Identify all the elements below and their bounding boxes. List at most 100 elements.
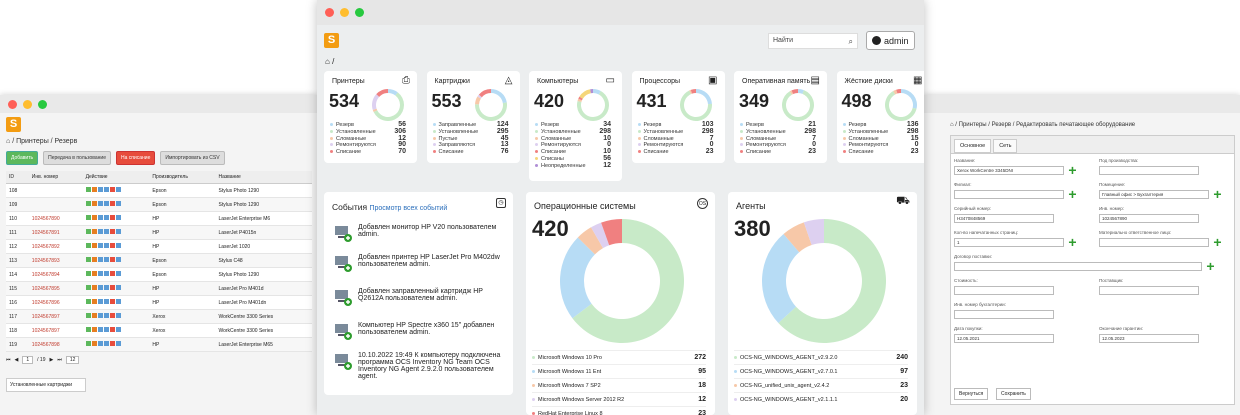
legend-row[interactable]: Microsoft Windows 7 SP2 18 bbox=[532, 378, 706, 392]
donut-slice[interactable] bbox=[560, 237, 595, 319]
add-resp-icon[interactable]: + bbox=[1213, 234, 1222, 250]
table-row[interactable]: 109 Epson Stylus Photo 1290 bbox=[6, 197, 312, 212]
table-row[interactable]: 111 1024567891 HP LaserJet P4015n bbox=[6, 225, 312, 240]
table-row[interactable]: 118 1024567897 Xerox WorkCentre 3300 Ser… bbox=[6, 323, 312, 338]
import-csv-button[interactable]: Импортировать из CSV bbox=[160, 151, 225, 165]
home-icon[interactable]: ⌂ bbox=[325, 57, 330, 66]
back-button[interactable]: Вернуться bbox=[954, 388, 989, 400]
legend-row[interactable]: Microsoft Windows 11 Ent 95 bbox=[532, 364, 706, 378]
delete-icon[interactable] bbox=[109, 285, 115, 290]
event-item[interactable]: Добавлен принтер HP LaserJet Pro M402dw … bbox=[334, 254, 504, 272]
info-icon[interactable] bbox=[115, 215, 121, 220]
donut-slice[interactable] bbox=[577, 98, 582, 102]
pencil-icon[interactable] bbox=[91, 327, 97, 332]
donut-slice[interactable] bbox=[572, 219, 684, 343]
pencil-icon[interactable] bbox=[91, 271, 97, 276]
move-icon[interactable] bbox=[103, 201, 109, 206]
donut-slice[interactable] bbox=[798, 89, 804, 94]
legend-row[interactable]: Microsoft Windows Server 2012 R2 12 bbox=[532, 392, 706, 406]
date-field[interactable]: 12.05.2021 bbox=[954, 334, 1054, 343]
resp-field[interactable] bbox=[1099, 238, 1209, 247]
warranty-field[interactable]: 12.05.2023 bbox=[1099, 334, 1199, 343]
donut-slice[interactable] bbox=[474, 96, 481, 105]
pencil-icon[interactable] bbox=[91, 299, 97, 304]
stat-card-4[interactable]: Оперативная память ▤ 349 Резерв 21 Установ… bbox=[734, 71, 827, 163]
pencil-icon[interactable] bbox=[91, 187, 97, 192]
doc-icon[interactable] bbox=[97, 299, 103, 304]
add-name-icon[interactable]: + bbox=[1068, 162, 1077, 178]
stat-card-3[interactable]: Процессоры ▣ 431 Резерв 103 Установленные 2… bbox=[631, 71, 725, 163]
event-item[interactable]: Добавлен заправленный картридж HP Q2612A… bbox=[334, 288, 504, 306]
donut-slice[interactable] bbox=[783, 222, 812, 253]
move-icon[interactable] bbox=[103, 215, 109, 220]
delete-icon[interactable] bbox=[109, 187, 115, 192]
edit-icon[interactable] bbox=[85, 187, 91, 192]
supplier-field[interactable] bbox=[1099, 286, 1199, 295]
next-page-icon[interactable]: ▶ bbox=[49, 357, 54, 363]
stat-card-1[interactable]: Картриджи ◬ 553 Заправленные 124 Установле… bbox=[426, 71, 520, 163]
minimize-dot[interactable] bbox=[340, 8, 349, 17]
contract-field[interactable] bbox=[954, 262, 1202, 271]
app-logo[interactable]: S bbox=[324, 33, 339, 48]
search-input[interactable]: Найти ⌕ bbox=[768, 33, 858, 49]
info-icon[interactable] bbox=[115, 257, 121, 262]
pencil-icon[interactable] bbox=[91, 285, 97, 290]
donut-slice[interactable] bbox=[478, 89, 491, 98]
table-row[interactable]: 113 1024567893 Epson Stylus C48 bbox=[6, 253, 312, 268]
col-maker[interactable]: Производитель bbox=[149, 171, 216, 184]
donut-slice[interactable] bbox=[593, 89, 601, 95]
pencil-icon[interactable] bbox=[91, 201, 97, 206]
close-dot[interactable] bbox=[325, 8, 334, 17]
move-icon[interactable] bbox=[103, 299, 109, 304]
edit-icon[interactable] bbox=[85, 327, 91, 332]
add-contract-icon[interactable]: + bbox=[1206, 258, 1215, 274]
minimize-dot[interactable] bbox=[23, 99, 32, 109]
add-button[interactable]: Добавить bbox=[6, 151, 39, 165]
donut-slice[interactable] bbox=[762, 234, 800, 323]
move-icon[interactable] bbox=[103, 187, 109, 192]
pencil-icon[interactable] bbox=[91, 229, 97, 234]
delete-icon[interactable] bbox=[109, 271, 115, 276]
move-icon[interactable] bbox=[103, 327, 109, 332]
pencil-icon[interactable] bbox=[91, 313, 97, 318]
writeoff-button[interactable]: На списание bbox=[115, 151, 156, 165]
page-size-select[interactable]: 12 bbox=[65, 356, 80, 364]
donut-slice[interactable] bbox=[388, 89, 398, 96]
move-icon[interactable] bbox=[103, 257, 109, 262]
info-icon[interactable] bbox=[115, 327, 121, 332]
move-icon[interactable] bbox=[103, 341, 109, 346]
doc-icon[interactable] bbox=[97, 229, 103, 234]
name-field[interactable]: Xerox WorkCentre 3345DNI bbox=[954, 166, 1064, 175]
info-icon[interactable] bbox=[115, 285, 121, 290]
donut-slice[interactable] bbox=[579, 89, 591, 99]
acc-field[interactable] bbox=[954, 310, 1054, 319]
pencil-icon[interactable] bbox=[91, 257, 97, 262]
doc-icon[interactable] bbox=[97, 201, 103, 206]
table-row[interactable]: 115 1024567895 HP LaserJet Pro M401d bbox=[6, 281, 312, 296]
maker-field[interactable] bbox=[1099, 166, 1199, 175]
table-row[interactable]: 108 Epson Stylus Photo 1290 bbox=[6, 183, 312, 198]
donut-slice[interactable] bbox=[476, 94, 482, 99]
donut-slice[interactable] bbox=[895, 89, 901, 94]
add-branch-icon[interactable]: + bbox=[1068, 186, 1077, 202]
cost-field[interactable] bbox=[954, 286, 1054, 295]
delete-icon[interactable] bbox=[109, 327, 115, 332]
info-icon[interactable] bbox=[115, 229, 121, 234]
delete-icon[interactable] bbox=[109, 299, 115, 304]
event-item[interactable]: Добавлен монитор HP V20 пользователем ad… bbox=[334, 224, 504, 242]
delete-icon[interactable] bbox=[109, 341, 115, 346]
first-page-icon[interactable]: ⏮ bbox=[6, 357, 11, 363]
edit-icon[interactable] bbox=[85, 271, 91, 276]
user-menu-button[interactable]: admin bbox=[866, 31, 915, 50]
donut-slice[interactable] bbox=[474, 102, 507, 121]
tab-installed-cartridges[interactable]: Установленные картриджи bbox=[6, 378, 86, 392]
legend-row[interactable]: RedHat Enterprise Linux 8 23 bbox=[532, 406, 706, 415]
move-icon[interactable] bbox=[103, 229, 109, 234]
donut-slice[interactable] bbox=[695, 89, 712, 105]
donut-slice[interactable] bbox=[376, 89, 388, 97]
legend-row[interactable]: OCS-NG_WINDOWS_AGENT_v2.1.1.1 20 bbox=[734, 392, 908, 406]
donut-slice[interactable] bbox=[900, 89, 917, 109]
donut-slice[interactable] bbox=[803, 219, 824, 246]
move-icon[interactable] bbox=[103, 271, 109, 276]
move-icon[interactable] bbox=[103, 313, 109, 318]
